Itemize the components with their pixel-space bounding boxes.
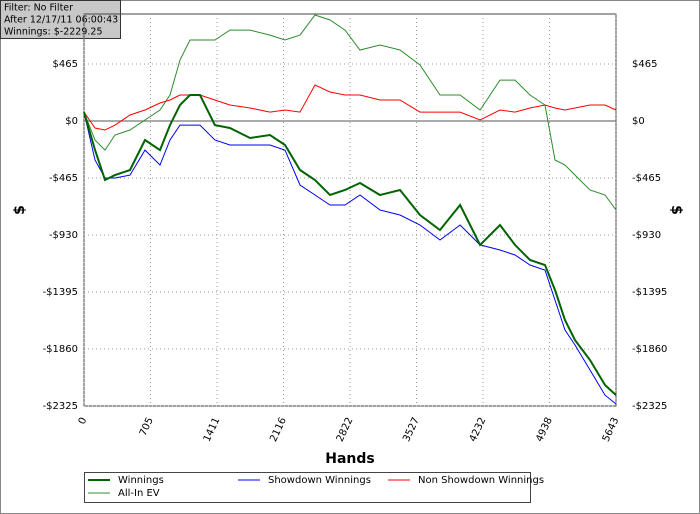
y-tick-label-right: -$465 bbox=[632, 173, 661, 184]
y-tick-label: -$1860 bbox=[43, 344, 78, 355]
y-axis-title-right: $ bbox=[668, 205, 684, 215]
info-line: Winnings: $-2229.25 bbox=[4, 27, 102, 38]
y-tick-label-right: -$2325 bbox=[632, 401, 667, 412]
legend-label: Winnings bbox=[118, 475, 164, 486]
x-tick-label: 0 bbox=[77, 416, 90, 426]
info-line: Filter: No Filter bbox=[4, 3, 73, 14]
series-line bbox=[83, 111, 617, 405]
legend bbox=[84, 472, 531, 503]
y-tick-label: $0 bbox=[65, 116, 78, 127]
y-tick-label: -$2325 bbox=[43, 401, 78, 412]
y-tick-label-right: -$1860 bbox=[632, 344, 667, 355]
y-tick-label-right: -$1395 bbox=[632, 287, 667, 298]
y-tick-label-right: $465 bbox=[632, 59, 657, 70]
series-line bbox=[83, 94, 617, 396]
y-tick-label: $465 bbox=[53, 59, 78, 70]
y-axis-title: $ bbox=[12, 205, 28, 215]
y-tick-label-right: $0 bbox=[632, 116, 645, 127]
legend-label: All-In EV bbox=[118, 488, 160, 499]
info-box: Filter: No Filter After 12/17/11 06:00:4… bbox=[0, 0, 121, 39]
info-background bbox=[0, 0, 121, 39]
y-tick-label: -$1395 bbox=[43, 287, 78, 298]
info-line: After 12/17/11 06:00:43 bbox=[4, 15, 118, 26]
legend-label: Non Showdown Winnings bbox=[418, 475, 544, 486]
series-line bbox=[83, 84, 617, 131]
y-tick-label: -$930 bbox=[49, 230, 78, 241]
y-tick-label-right: -$930 bbox=[632, 230, 661, 241]
y-tick-label: -$465 bbox=[49, 173, 78, 184]
legend-label: Showdown Winnings bbox=[268, 475, 371, 486]
x-axis-title: Hands bbox=[325, 451, 375, 467]
